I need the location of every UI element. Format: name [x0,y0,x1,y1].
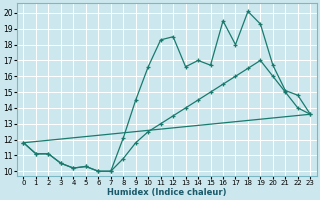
X-axis label: Humidex (Indice chaleur): Humidex (Indice chaleur) [107,188,227,197]
